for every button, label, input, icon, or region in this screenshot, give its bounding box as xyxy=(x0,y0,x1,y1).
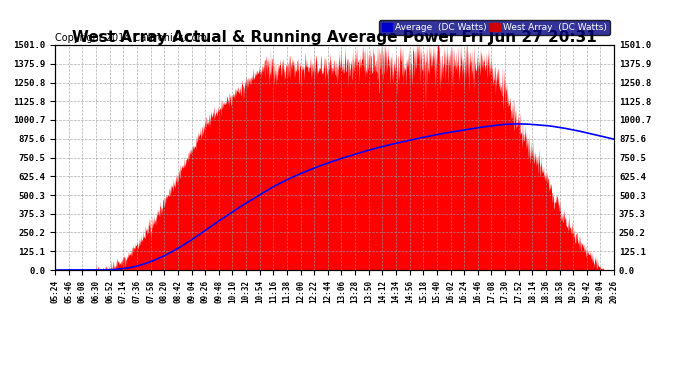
Title: West Array Actual & Running Average Power Fri Jun 27 20:31: West Array Actual & Running Average Powe… xyxy=(72,30,597,45)
Text: Copyright 2014 Cartronics.com: Copyright 2014 Cartronics.com xyxy=(55,33,207,43)
Legend: Average  (DC Watts), West Array  (DC Watts): Average (DC Watts), West Array (DC Watts… xyxy=(379,20,609,34)
